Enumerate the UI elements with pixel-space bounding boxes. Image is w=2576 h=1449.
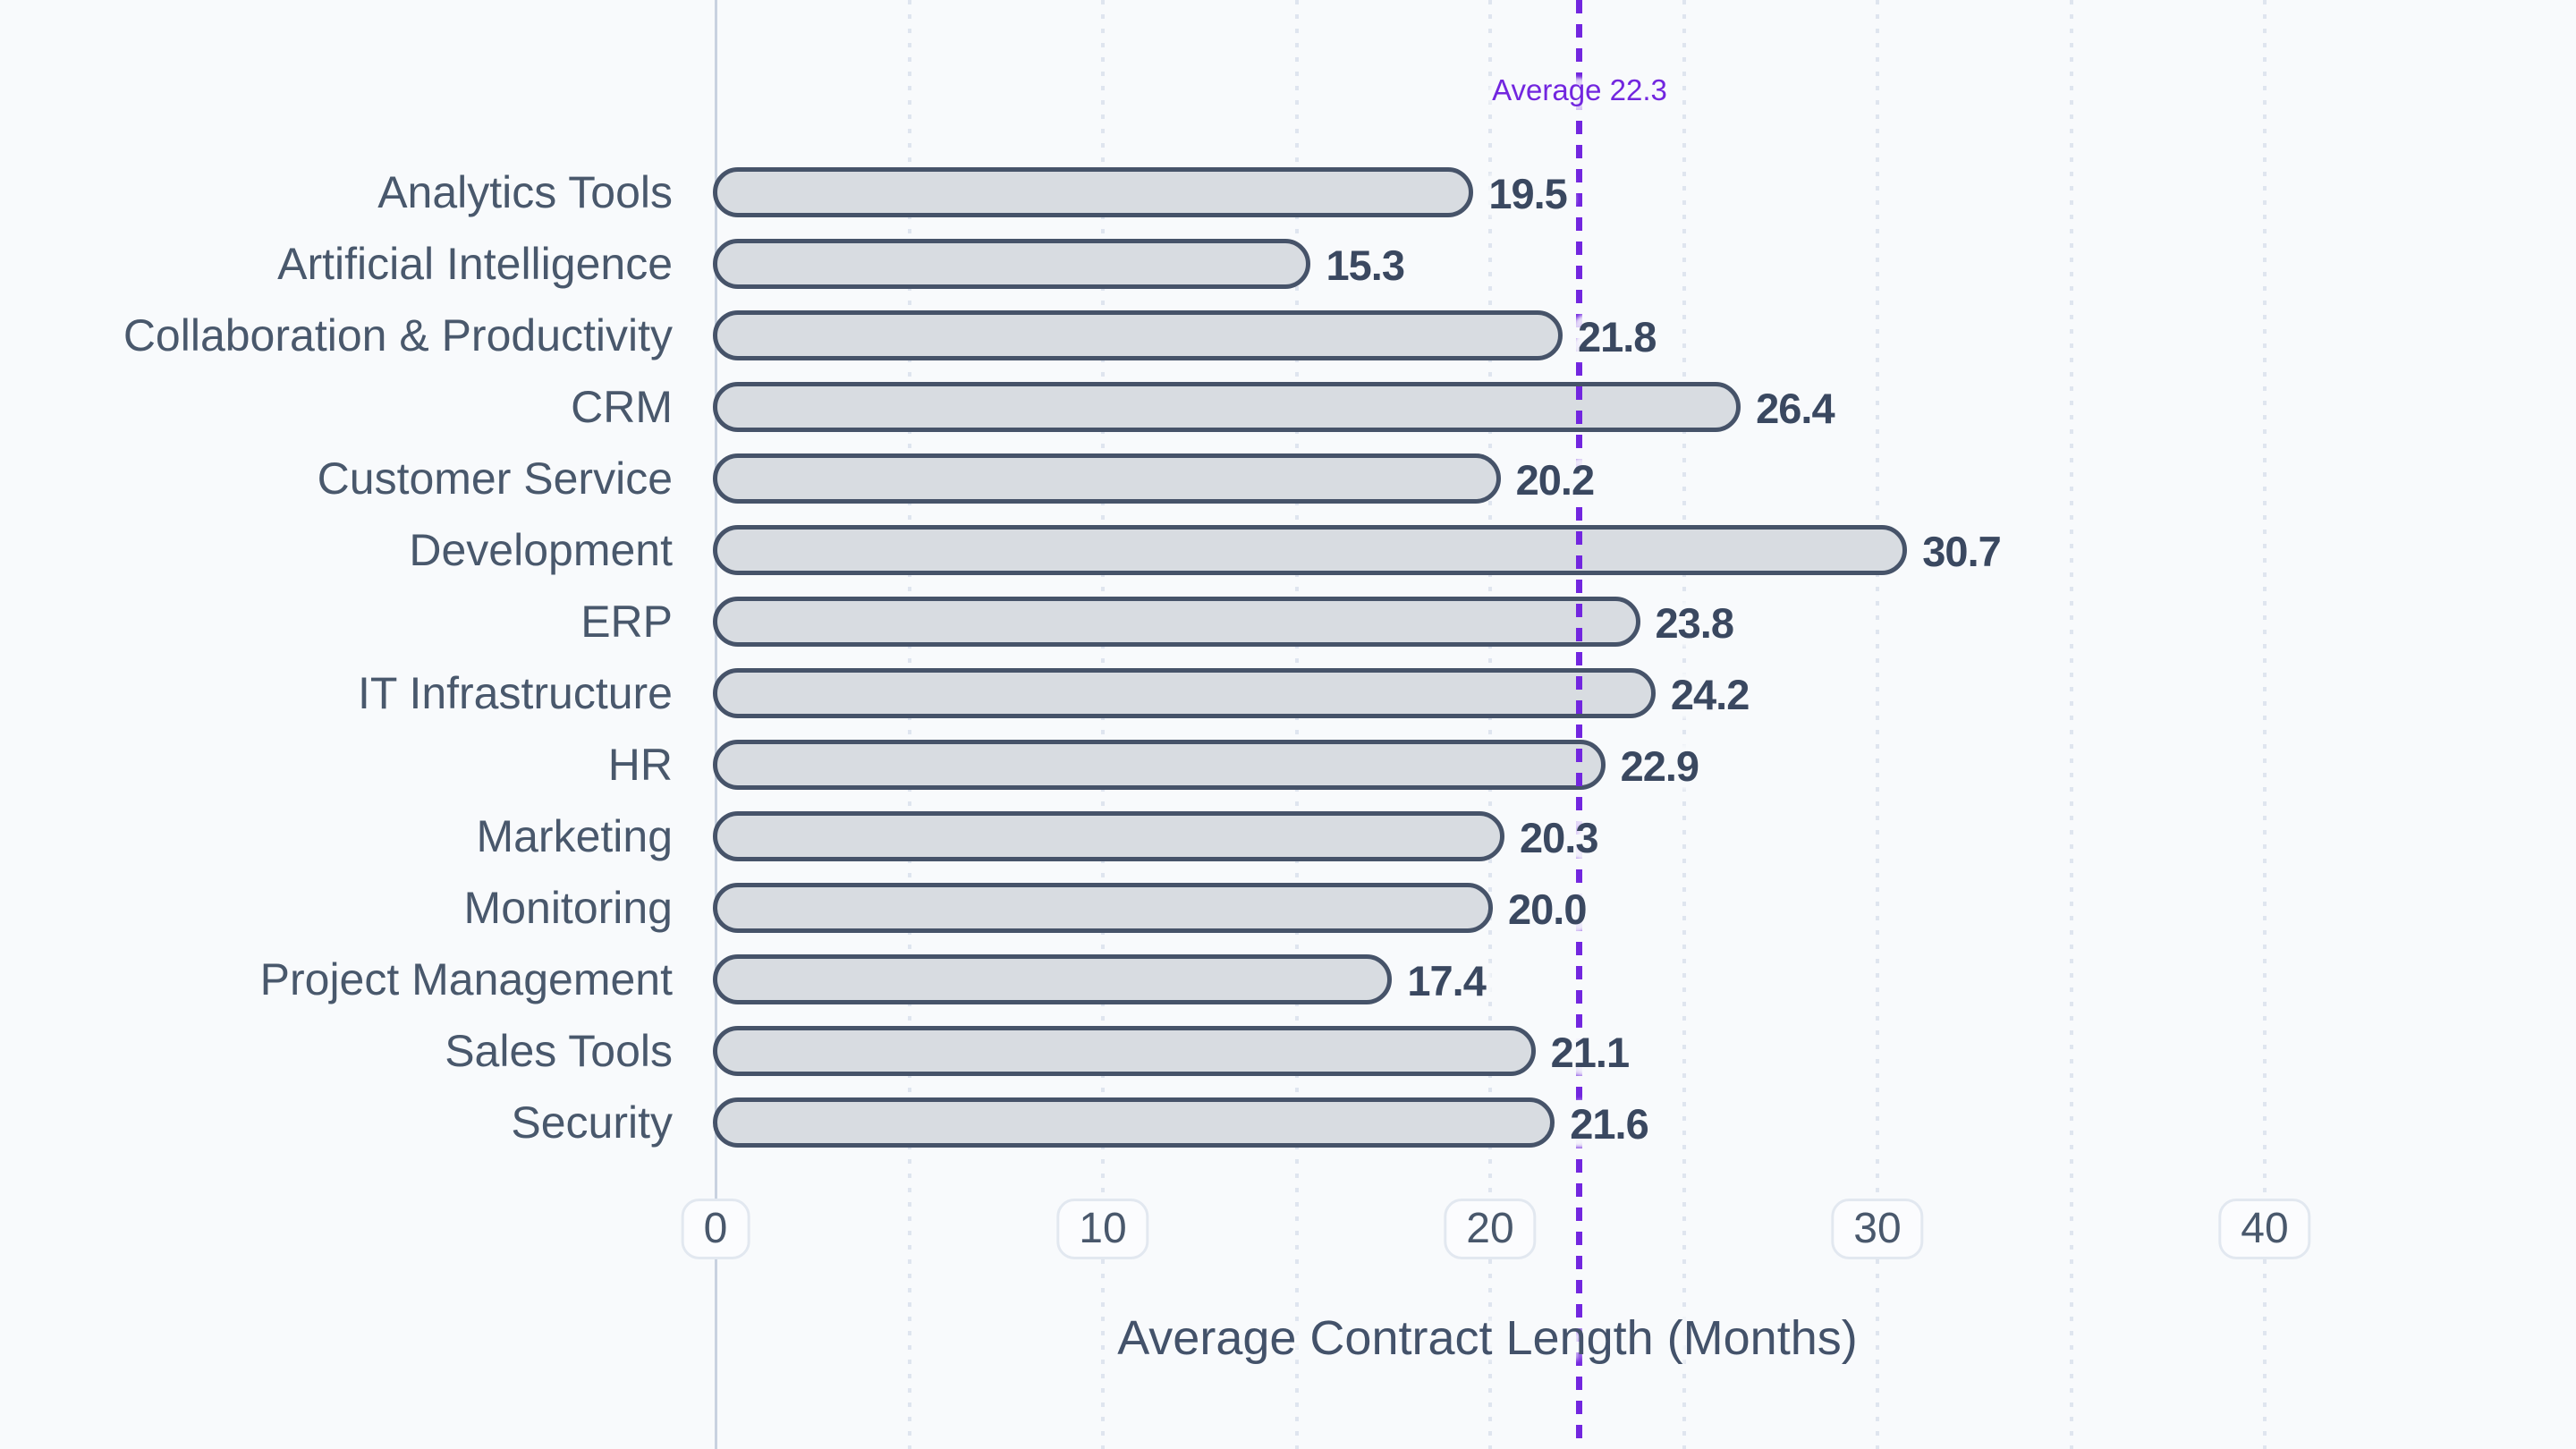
category-label: Security	[511, 1097, 673, 1148]
value-label: 19.5	[1488, 170, 1567, 217]
category-label: Monitoring	[463, 883, 673, 933]
value-label: 17.4	[1407, 957, 1486, 1004]
category-label: Collaboration & Productivity	[123, 310, 673, 360]
bar	[713, 525, 1908, 575]
bar	[713, 453, 1501, 504]
x-tick-10: 10	[1056, 1199, 1149, 1259]
value-label: 26.4	[1756, 385, 1835, 432]
value-label: 15.3	[1326, 242, 1404, 289]
category-label: IT Infrastructure	[358, 668, 673, 718]
category-label: Project Management	[259, 954, 673, 1004]
bar	[713, 668, 1656, 718]
category-label: CRM	[571, 382, 673, 432]
bar	[713, 597, 1640, 647]
category-label: Customer Service	[317, 453, 673, 504]
category-label: Sales Tools	[445, 1026, 673, 1076]
x-tick-0: 0	[681, 1199, 750, 1259]
value-label: 20.2	[1515, 456, 1595, 504]
x-tick-30: 30	[1831, 1199, 1924, 1259]
category-label: Marketing	[476, 811, 673, 861]
y-axis-line	[715, 0, 717, 1449]
x-tick-20: 20	[1444, 1199, 1537, 1259]
value-label: 22.9	[1620, 742, 1699, 790]
bar	[713, 239, 1311, 289]
value-label: 21.8	[1577, 313, 1657, 360]
value-label: 23.8	[1655, 599, 1734, 647]
category-label: Artificial Intelligence	[277, 239, 673, 289]
x-tick-40: 40	[2218, 1199, 2311, 1259]
gridline-20	[1488, 0, 1492, 1449]
value-label: 20.0	[1508, 886, 1587, 933]
gridline-35	[2069, 0, 2073, 1449]
category-label: ERP	[580, 597, 673, 647]
x-axis-title: Average Contract Length (Months)	[1117, 1311, 1858, 1365]
bar	[713, 167, 1474, 217]
gridline-40	[2263, 0, 2267, 1449]
bar	[713, 740, 1606, 790]
bar	[713, 954, 1393, 1004]
bar	[713, 382, 1741, 432]
bar	[713, 1097, 1555, 1148]
bar	[713, 310, 1563, 360]
value-label: 21.1	[1550, 1029, 1630, 1076]
gridline-30	[1876, 0, 1879, 1449]
gridline-25	[1682, 0, 1686, 1449]
category-label: Development	[409, 525, 673, 575]
gridline-15	[1294, 0, 1299, 1449]
average-reference-line	[1576, 0, 1583, 1449]
value-label: 20.3	[1519, 814, 1598, 861]
value-label: 24.2	[1670, 671, 1750, 718]
value-label: 30.7	[1922, 528, 2001, 575]
category-label: HR	[607, 740, 673, 790]
bar	[713, 883, 1493, 933]
bar	[713, 1026, 1536, 1076]
gridline-10	[1101, 0, 1105, 1449]
average-line-label: Average 22.3	[1492, 73, 1667, 106]
category-label: Analytics Tools	[377, 167, 673, 217]
value-label: 21.6	[1570, 1100, 1648, 1148]
bar	[713, 811, 1504, 861]
gridline-5	[907, 0, 911, 1449]
